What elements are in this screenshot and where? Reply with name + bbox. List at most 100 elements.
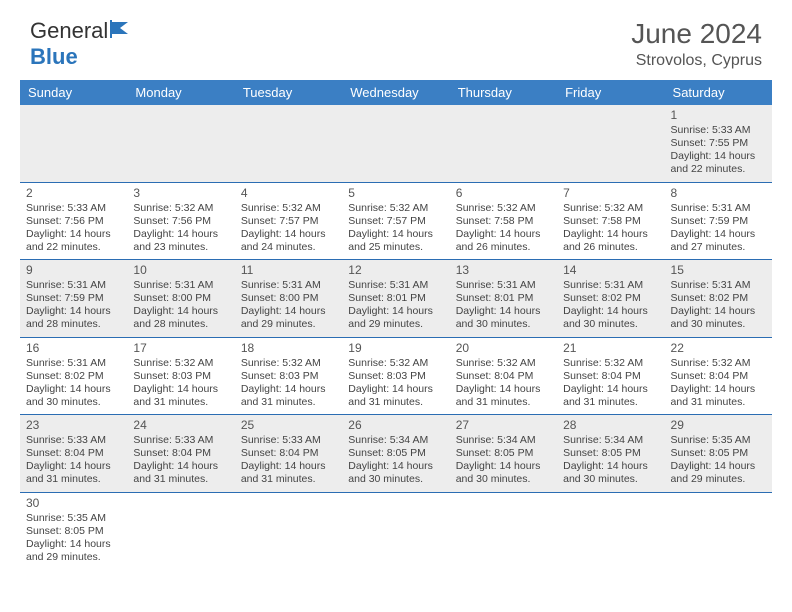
- daylight-text: Daylight: 14 hours and 27 minutes.: [671, 228, 766, 254]
- sunrise-text: Sunrise: 5:33 AM: [133, 434, 228, 447]
- sunrise-text: Sunrise: 5:34 AM: [456, 434, 551, 447]
- day-number: 24: [133, 418, 228, 433]
- sunset-text: Sunset: 8:05 PM: [348, 447, 443, 460]
- sunrise-text: Sunrise: 5:31 AM: [671, 279, 766, 292]
- sunset-text: Sunset: 7:56 PM: [133, 215, 228, 228]
- header: GeneralBlue June 2024 Strovolos, Cyprus: [0, 0, 792, 80]
- daylight-text: Daylight: 14 hours and 30 minutes.: [348, 460, 443, 486]
- title-block: June 2024 Strovolos, Cyprus: [631, 18, 762, 70]
- day-cell: 23Sunrise: 5:33 AMSunset: 8:04 PMDayligh…: [20, 415, 127, 493]
- daylight-text: Daylight: 14 hours and 22 minutes.: [26, 228, 121, 254]
- day-number: 1: [671, 108, 766, 123]
- sunset-text: Sunset: 8:00 PM: [133, 292, 228, 305]
- day-number: 11: [241, 263, 336, 278]
- week-row: 23Sunrise: 5:33 AMSunset: 8:04 PMDayligh…: [20, 415, 772, 493]
- sunset-text: Sunset: 8:03 PM: [133, 370, 228, 383]
- day-number: 17: [133, 341, 228, 356]
- day-number: 21: [563, 341, 658, 356]
- empty-cell: [342, 492, 449, 569]
- daylight-text: Daylight: 14 hours and 25 minutes.: [348, 228, 443, 254]
- sunrise-text: Sunrise: 5:32 AM: [348, 202, 443, 215]
- day-header: Tuesday: [235, 80, 342, 105]
- daylight-text: Daylight: 14 hours and 29 minutes.: [348, 305, 443, 331]
- daylight-text: Daylight: 14 hours and 31 minutes.: [348, 383, 443, 409]
- empty-cell: [20, 105, 127, 182]
- daylight-text: Daylight: 14 hours and 30 minutes.: [563, 305, 658, 331]
- day-cell: 17Sunrise: 5:32 AMSunset: 8:03 PMDayligh…: [127, 337, 234, 415]
- sunset-text: Sunset: 8:05 PM: [563, 447, 658, 460]
- day-number: 9: [26, 263, 121, 278]
- day-number: 5: [348, 186, 443, 201]
- day-cell: 8Sunrise: 5:31 AMSunset: 7:59 PMDaylight…: [665, 182, 772, 260]
- empty-cell: [127, 105, 234, 182]
- day-number: 28: [563, 418, 658, 433]
- daylight-text: Daylight: 14 hours and 30 minutes.: [456, 460, 551, 486]
- daylight-text: Daylight: 14 hours and 31 minutes.: [671, 383, 766, 409]
- day-number: 13: [456, 263, 551, 278]
- day-number: 14: [563, 263, 658, 278]
- sunrise-text: Sunrise: 5:32 AM: [133, 357, 228, 370]
- day-header-row: SundayMondayTuesdayWednesdayThursdayFrid…: [20, 80, 772, 105]
- sunset-text: Sunset: 8:04 PM: [26, 447, 121, 460]
- day-cell: 13Sunrise: 5:31 AMSunset: 8:01 PMDayligh…: [450, 260, 557, 338]
- day-cell: 14Sunrise: 5:31 AMSunset: 8:02 PMDayligh…: [557, 260, 664, 338]
- day-number: 22: [671, 341, 766, 356]
- empty-cell: [342, 105, 449, 182]
- sunset-text: Sunset: 8:03 PM: [241, 370, 336, 383]
- day-cell: 10Sunrise: 5:31 AMSunset: 8:00 PMDayligh…: [127, 260, 234, 338]
- daylight-text: Daylight: 14 hours and 31 minutes.: [241, 383, 336, 409]
- daylight-text: Daylight: 14 hours and 31 minutes.: [133, 383, 228, 409]
- day-number: 15: [671, 263, 766, 278]
- sunset-text: Sunset: 7:57 PM: [348, 215, 443, 228]
- month-title: June 2024: [631, 18, 762, 50]
- empty-cell: [557, 492, 664, 569]
- sunrise-text: Sunrise: 5:31 AM: [26, 357, 121, 370]
- day-number: 19: [348, 341, 443, 356]
- sunrise-text: Sunrise: 5:32 AM: [456, 357, 551, 370]
- flag-icon: [110, 18, 134, 44]
- daylight-text: Daylight: 14 hours and 29 minutes.: [26, 538, 121, 564]
- daylight-text: Daylight: 14 hours and 31 minutes.: [563, 383, 658, 409]
- week-row: 30Sunrise: 5:35 AMSunset: 8:05 PMDayligh…: [20, 492, 772, 569]
- day-cell: 26Sunrise: 5:34 AMSunset: 8:05 PMDayligh…: [342, 415, 449, 493]
- day-cell: 30Sunrise: 5:35 AMSunset: 8:05 PMDayligh…: [20, 492, 127, 569]
- daylight-text: Daylight: 14 hours and 31 minutes.: [133, 460, 228, 486]
- daylight-text: Daylight: 14 hours and 30 minutes.: [563, 460, 658, 486]
- sunrise-text: Sunrise: 5:31 AM: [241, 279, 336, 292]
- sunrise-text: Sunrise: 5:32 AM: [348, 357, 443, 370]
- day-cell: 16Sunrise: 5:31 AMSunset: 8:02 PMDayligh…: [20, 337, 127, 415]
- day-cell: 15Sunrise: 5:31 AMSunset: 8:02 PMDayligh…: [665, 260, 772, 338]
- empty-cell: [235, 105, 342, 182]
- daylight-text: Daylight: 14 hours and 23 minutes.: [133, 228, 228, 254]
- sunrise-text: Sunrise: 5:33 AM: [26, 434, 121, 447]
- day-cell: 24Sunrise: 5:33 AMSunset: 8:04 PMDayligh…: [127, 415, 234, 493]
- daylight-text: Daylight: 14 hours and 31 minutes.: [456, 383, 551, 409]
- day-number: 7: [563, 186, 658, 201]
- week-row: 2Sunrise: 5:33 AMSunset: 7:56 PMDaylight…: [20, 182, 772, 260]
- day-number: 18: [241, 341, 336, 356]
- day-header: Wednesday: [342, 80, 449, 105]
- sunset-text: Sunset: 7:59 PM: [26, 292, 121, 305]
- empty-cell: [450, 492, 557, 569]
- day-number: 20: [456, 341, 551, 356]
- day-cell: 20Sunrise: 5:32 AMSunset: 8:04 PMDayligh…: [450, 337, 557, 415]
- sunrise-text: Sunrise: 5:32 AM: [241, 202, 336, 215]
- brand-name-part2: Blue: [30, 44, 78, 69]
- day-number: 12: [348, 263, 443, 278]
- sunrise-text: Sunrise: 5:31 AM: [563, 279, 658, 292]
- daylight-text: Daylight: 14 hours and 28 minutes.: [26, 305, 121, 331]
- sunset-text: Sunset: 8:01 PM: [348, 292, 443, 305]
- day-number: 8: [671, 186, 766, 201]
- sunset-text: Sunset: 8:01 PM: [456, 292, 551, 305]
- sunset-text: Sunset: 8:02 PM: [26, 370, 121, 383]
- daylight-text: Daylight: 14 hours and 29 minutes.: [671, 460, 766, 486]
- daylight-text: Daylight: 14 hours and 26 minutes.: [563, 228, 658, 254]
- day-number: 23: [26, 418, 121, 433]
- daylight-text: Daylight: 14 hours and 31 minutes.: [26, 460, 121, 486]
- sunrise-text: Sunrise: 5:34 AM: [348, 434, 443, 447]
- sunset-text: Sunset: 7:58 PM: [563, 215, 658, 228]
- sunset-text: Sunset: 8:02 PM: [671, 292, 766, 305]
- sunrise-text: Sunrise: 5:32 AM: [241, 357, 336, 370]
- daylight-text: Daylight: 14 hours and 30 minutes.: [26, 383, 121, 409]
- day-cell: 21Sunrise: 5:32 AMSunset: 8:04 PMDayligh…: [557, 337, 664, 415]
